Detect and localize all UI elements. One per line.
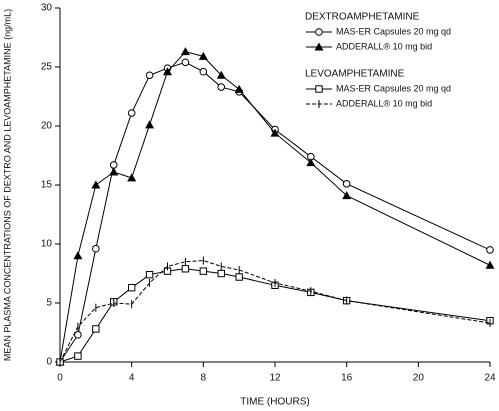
legend-title: DEXTROAMPHETAMINE [305, 12, 420, 23]
legend-title: LEVOAMPHETAMINE [305, 69, 405, 80]
marker [92, 325, 100, 333]
marker [181, 265, 190, 273]
marker [342, 180, 351, 188]
marker [127, 173, 137, 182]
marker [270, 128, 280, 137]
marker [216, 70, 226, 79]
marker [109, 167, 119, 176]
y-tick-label: 25 [41, 62, 53, 73]
marker [127, 109, 136, 117]
marker [109, 161, 118, 169]
marker [217, 83, 226, 91]
marker [181, 58, 190, 67]
y-tick-label: 10 [41, 239, 53, 250]
y-tick-label: 30 [41, 3, 53, 14]
legend-label: MAS-ER Capsules 20 mg qd [336, 83, 451, 93]
legend-label: ADDERALL® 10 mg bid [336, 98, 432, 108]
x-tick-label: 20 [413, 373, 425, 384]
legend-marker [315, 28, 323, 36]
x-tick-label: 12 [269, 373, 281, 384]
y-tick-label: 15 [41, 180, 53, 191]
marker [486, 246, 494, 254]
x-tick-label: 24 [484, 373, 496, 384]
marker [74, 352, 82, 360]
marker [180, 47, 190, 56]
y-tick-label: 20 [41, 121, 53, 132]
marker [91, 180, 101, 189]
marker [145, 120, 155, 129]
marker [217, 269, 225, 278]
marker [127, 283, 136, 292]
x-tick-label: 4 [129, 373, 135, 384]
legend-marker [314, 42, 324, 51]
legend-marker [315, 85, 323, 93]
marker [199, 267, 208, 275]
series-line [59, 260, 491, 363]
x-tick-label: 0 [57, 373, 63, 384]
marker [74, 331, 82, 339]
x-axis-label: TIME (HOURS) [240, 397, 309, 408]
marker [163, 67, 172, 76]
x-tick-label: 16 [341, 373, 353, 384]
marker [485, 260, 495, 269]
y-tick-label: 5 [46, 298, 52, 309]
marker [306, 158, 316, 167]
marker [342, 191, 352, 200]
y-axis-label: MEAN PLASMA CONCENTRATIONS OF DEXTRO AND… [2, 9, 12, 361]
marker [234, 84, 244, 93]
marker [235, 273, 243, 281]
marker [145, 270, 154, 279]
x-tick-label: 8 [201, 373, 207, 384]
legend-label: MAS-ER Capsules 20 mg qd [336, 26, 451, 36]
marker [73, 251, 83, 260]
legend-label: ADDERALL® 10 mg bid [336, 41, 432, 51]
marker [92, 244, 100, 253]
marker [199, 67, 208, 76]
marker [198, 51, 208, 60]
y-tick-label: 0 [46, 357, 52, 368]
marker [145, 71, 154, 80]
